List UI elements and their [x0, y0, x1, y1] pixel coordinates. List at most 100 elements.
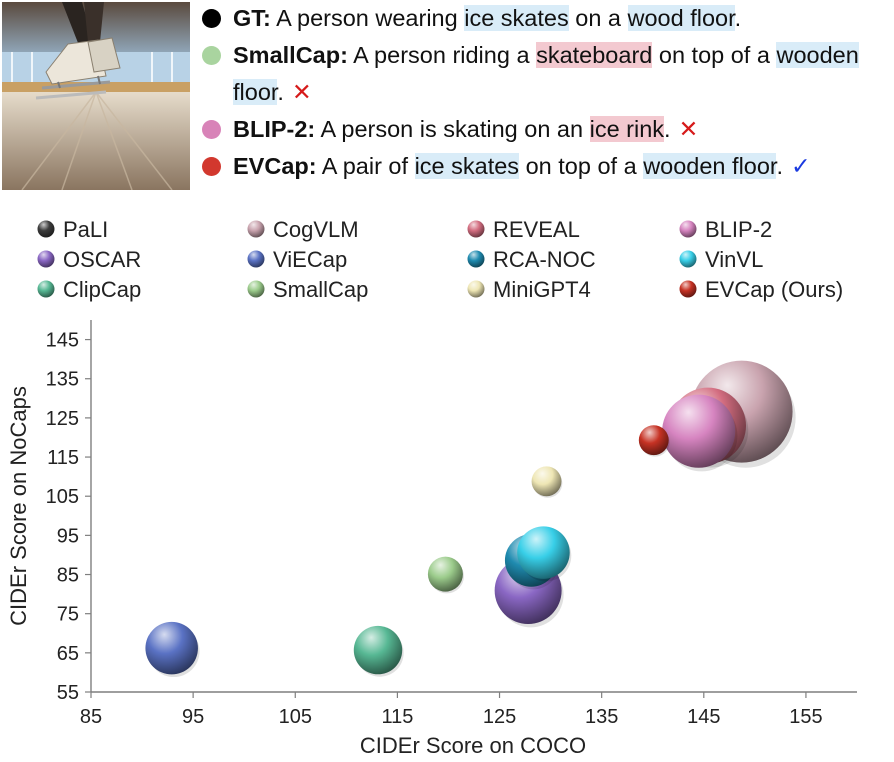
legend-label: CogVLM	[273, 217, 359, 242]
legend-label: VinVL	[705, 247, 763, 272]
x-tick-label: 155	[789, 706, 822, 728]
legend-label: ClipCap	[63, 277, 141, 302]
legend-item: MiniGPT4	[467, 277, 591, 302]
highlighted-phrase: wood floor	[627, 5, 735, 31]
caption-text: A pair of	[316, 153, 415, 179]
legend-item: VinVL	[679, 247, 763, 272]
legend-item: OSCAR	[37, 247, 141, 272]
y-tick-label: 115	[47, 447, 79, 469]
legend-label: ViECap	[273, 247, 347, 272]
legend-item: ClipCap	[37, 277, 141, 302]
legend-bubble-icon	[679, 280, 697, 298]
x-tick-labels: 85 95 105 115 125 135 145 155	[80, 692, 823, 728]
x-tick-label: 115	[381, 706, 413, 728]
caption-text: A person riding a	[347, 42, 537, 68]
legend-label: EVCap (Ours)	[705, 277, 843, 302]
x-tick-label: 105	[279, 706, 312, 728]
y-tick-label: 75	[57, 604, 79, 626]
bubble-clipcap	[353, 625, 403, 675]
highlighted-phrase: wooden floor	[643, 153, 777, 179]
caption-text: A person is skating on an	[315, 116, 590, 142]
y-tick-label: 105	[46, 486, 79, 508]
x-axis-label: CIDEr Score on COCO	[360, 733, 586, 758]
legend-item: REVEAL	[467, 217, 580, 242]
cross-icon: ✕	[291, 79, 312, 105]
bubble-smallcap	[427, 556, 463, 592]
caption-text: .	[776, 153, 783, 179]
chart-axes	[90, 320, 857, 693]
legend-label: PaLI	[63, 217, 108, 242]
caption-dot-icon	[202, 9, 221, 28]
caption-model-label: EVCap:	[233, 153, 317, 179]
cross-icon: ✕	[678, 116, 699, 142]
legend-bubble-icon	[467, 250, 485, 268]
legend-label: RCA-NOC	[493, 247, 596, 272]
legend-item: PaLI	[37, 217, 108, 242]
legend-item: EVCap (Ours)	[679, 277, 843, 302]
caption-dot-icon	[202, 46, 221, 65]
y-tick-label: 95	[57, 525, 79, 547]
legend-label: MiniGPT4	[493, 277, 591, 302]
legend-item: SmallCap	[247, 277, 368, 302]
legend-item: ViECap	[247, 247, 347, 272]
legend-bubble-icon	[679, 220, 697, 238]
legend-bubble-icon	[467, 220, 485, 238]
bubbles	[145, 360, 796, 678]
highlighted-phrase: ice skates	[464, 5, 569, 31]
caption-text: on a	[568, 5, 628, 31]
caption-dot-icon	[202, 120, 221, 139]
caption-row: SmallCap: A person riding a skateboard o…	[196, 37, 892, 111]
legend-label: OSCAR	[63, 247, 141, 272]
caption-row: EVCap: A pair of ice skates on top of a …	[196, 148, 892, 185]
chart-legend: PaLI CogVLM REVEAL BLIP-2 OSCAR ViECap RCA-NOC…	[37, 217, 843, 302]
legend-bubble-icon	[37, 220, 55, 238]
ice-skates-photo	[2, 2, 190, 190]
highlighted-phrase: ice skates	[414, 153, 520, 179]
bubble-evcap-ours	[638, 425, 669, 456]
highlighted-phrase: skateboard	[536, 42, 653, 68]
highlighted-phrase: ice rink	[589, 116, 665, 142]
legend-bubble-icon	[467, 280, 485, 298]
legend-bubble-icon	[247, 280, 265, 298]
caption-list: GT: A person wearing ice skates on a woo…	[196, 0, 892, 185]
legend-item: CogVLM	[247, 217, 359, 242]
y-tick-labels: 55 65 75 85 95 105 115 125 135 145	[46, 330, 91, 704]
caption-model-label: BLIP-2:	[233, 116, 316, 142]
check-icon: ✓	[791, 153, 811, 179]
bubble-vinvl	[517, 526, 570, 579]
x-tick-label: 135	[585, 706, 618, 728]
legend-label: REVEAL	[493, 217, 580, 242]
legend-bubble-icon	[37, 250, 55, 268]
legend-label: SmallCap	[273, 277, 368, 302]
legend-bubble-icon	[247, 250, 265, 268]
legend-item: BLIP-2	[679, 217, 772, 242]
x-tick-label: 95	[182, 706, 204, 728]
caption-text: .	[277, 79, 284, 105]
caption-model-label: GT:	[233, 5, 271, 31]
y-tick-label: 65	[57, 643, 79, 665]
bubble-blip-2	[662, 394, 736, 468]
caption-dot-icon	[202, 157, 221, 176]
caption-text: on top of a	[519, 153, 644, 179]
y-tick-label: 55	[57, 682, 79, 704]
x-tick-label: 85	[80, 706, 102, 728]
caption-text: .	[664, 116, 671, 142]
legend-bubble-icon	[37, 280, 55, 298]
legend-label: BLIP-2	[705, 217, 772, 242]
y-tick-label: 145	[46, 330, 79, 352]
caption-text: .	[734, 5, 742, 31]
x-tick-label: 145	[687, 706, 720, 728]
bubble-chart: PaLI CogVLM REVEAL BLIP-2 OSCAR ViECap RCA-NOC…	[6, 217, 857, 758]
caption-text: on top of a	[652, 42, 777, 68]
bubble-minigpt4	[531, 466, 562, 497]
legend-bubble-icon	[247, 220, 265, 238]
legend-item: RCA-NOC	[467, 247, 596, 272]
caption-row: GT: A person wearing ice skates on a woo…	[196, 0, 892, 37]
caption-text: A person wearing	[270, 5, 465, 31]
x-tick-label: 125	[483, 706, 516, 728]
y-tick-label: 135	[46, 369, 79, 391]
legend-bubble-icon	[679, 250, 697, 268]
bubble-viecap	[145, 621, 198, 675]
y-axis-label: CIDEr Score on NoCaps	[6, 386, 31, 626]
caption-model-label: SmallCap:	[233, 42, 348, 68]
